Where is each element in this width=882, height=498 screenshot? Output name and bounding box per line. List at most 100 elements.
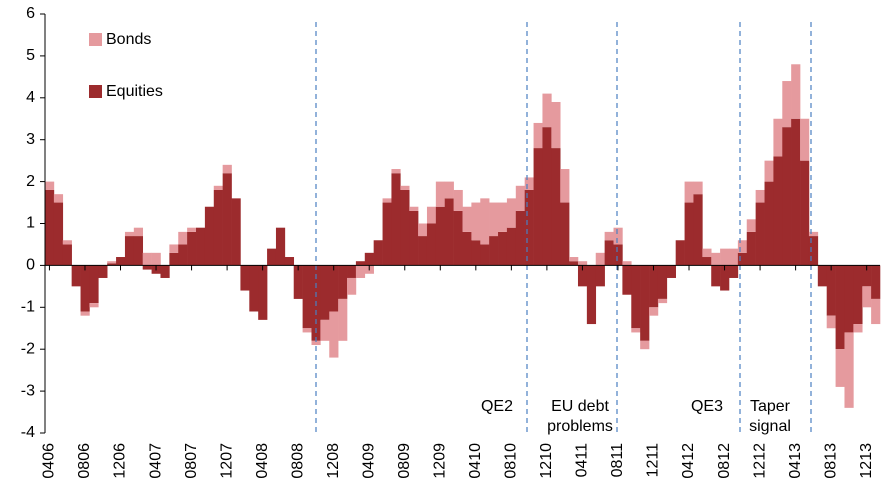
- x-tick-label: 0412: [680, 443, 697, 479]
- bar: [462, 231, 472, 266]
- bar: [693, 194, 703, 266]
- x-tick-label: 0806: [76, 443, 93, 479]
- bar: [817, 265, 828, 287]
- x-tick-label: 0807: [183, 443, 200, 479]
- y-tick-label: 1: [26, 215, 35, 232]
- bar: [728, 265, 739, 278]
- x-tick-label: 0811: [609, 443, 626, 478]
- bar: [506, 198, 517, 228]
- bar: [791, 118, 801, 266]
- x-tick-label: 0413: [787, 443, 804, 479]
- bar: [844, 332, 854, 408]
- bar: [320, 265, 330, 320]
- bar: [142, 252, 152, 266]
- bar: [418, 236, 428, 266]
- bar: [426, 206, 437, 224]
- x-tick-label: 1207: [218, 443, 235, 479]
- bar: [489, 236, 499, 266]
- bar: [284, 257, 295, 266]
- bar: [471, 202, 481, 241]
- bar: [391, 173, 401, 266]
- bar: [613, 227, 623, 245]
- bar: [800, 118, 810, 161]
- bar: [80, 311, 90, 316]
- bar: [355, 261, 366, 266]
- bar: [498, 231, 508, 266]
- bar: [826, 265, 836, 316]
- bar: [178, 231, 188, 245]
- bar: [782, 127, 792, 266]
- legend-swatch: [89, 33, 102, 46]
- bar: [862, 286, 872, 308]
- bar: [267, 248, 277, 266]
- bar: [169, 244, 179, 253]
- bar: [409, 206, 419, 211]
- bar: [435, 181, 446, 207]
- bar: [720, 265, 730, 291]
- bar: [338, 265, 348, 299]
- bar: [675, 240, 685, 266]
- bar: [53, 202, 64, 266]
- bar: [506, 227, 517, 266]
- bar: [45, 189, 55, 266]
- bar: [222, 164, 232, 174]
- x-tick-label: 1208: [325, 443, 342, 479]
- y-tick-label: -3: [21, 382, 35, 399]
- bar: [471, 240, 481, 266]
- bar: [382, 202, 392, 266]
- y-tick-label: 2: [26, 173, 35, 190]
- bar: [640, 265, 650, 341]
- bar: [302, 265, 312, 329]
- bar: [755, 202, 765, 266]
- bar: [569, 257, 579, 262]
- bar: [204, 206, 215, 266]
- bar: [462, 206, 472, 232]
- bar: [666, 265, 676, 278]
- bar: [373, 240, 383, 266]
- bar: [222, 173, 232, 266]
- bar: [720, 248, 730, 266]
- bar: [45, 181, 55, 190]
- bar: [258, 265, 268, 320]
- bar: [213, 189, 223, 266]
- bar: [240, 265, 250, 291]
- bar: [89, 265, 99, 304]
- bar: [515, 185, 525, 211]
- bar: [693, 181, 703, 195]
- bar: [844, 265, 854, 333]
- bar: [249, 265, 259, 312]
- bar: [569, 261, 579, 266]
- bar: [782, 81, 792, 128]
- bar: [657, 298, 668, 304]
- bar: [62, 244, 72, 266]
- x-tick-label: 1210: [538, 443, 555, 479]
- bar: [737, 240, 748, 253]
- bar: [124, 236, 135, 266]
- x-tick-label: 1212: [751, 443, 768, 479]
- bar: [746, 231, 756, 266]
- bar: [98, 265, 108, 278]
- y-tick-label: -2: [21, 340, 35, 357]
- bar: [835, 349, 845, 387]
- y-tick-label: 3: [26, 131, 35, 148]
- bar: [347, 277, 357, 295]
- annotation: EU debt problems: [547, 398, 613, 435]
- bar: [577, 261, 588, 266]
- bar: [355, 265, 366, 278]
- bar: [426, 223, 437, 266]
- bar: [213, 185, 223, 190]
- bar: [302, 328, 312, 333]
- bar: [657, 265, 668, 299]
- bar: [533, 148, 543, 266]
- bar: [560, 169, 570, 203]
- bar: [515, 210, 525, 266]
- bar: [107, 263, 117, 266]
- bar: [435, 206, 446, 266]
- bar: [275, 227, 286, 266]
- y-tick-label: 4: [26, 89, 35, 106]
- bar: [773, 156, 783, 266]
- bar: [577, 265, 588, 287]
- x-tick-label: 0407: [147, 443, 164, 479]
- bar: [551, 148, 561, 266]
